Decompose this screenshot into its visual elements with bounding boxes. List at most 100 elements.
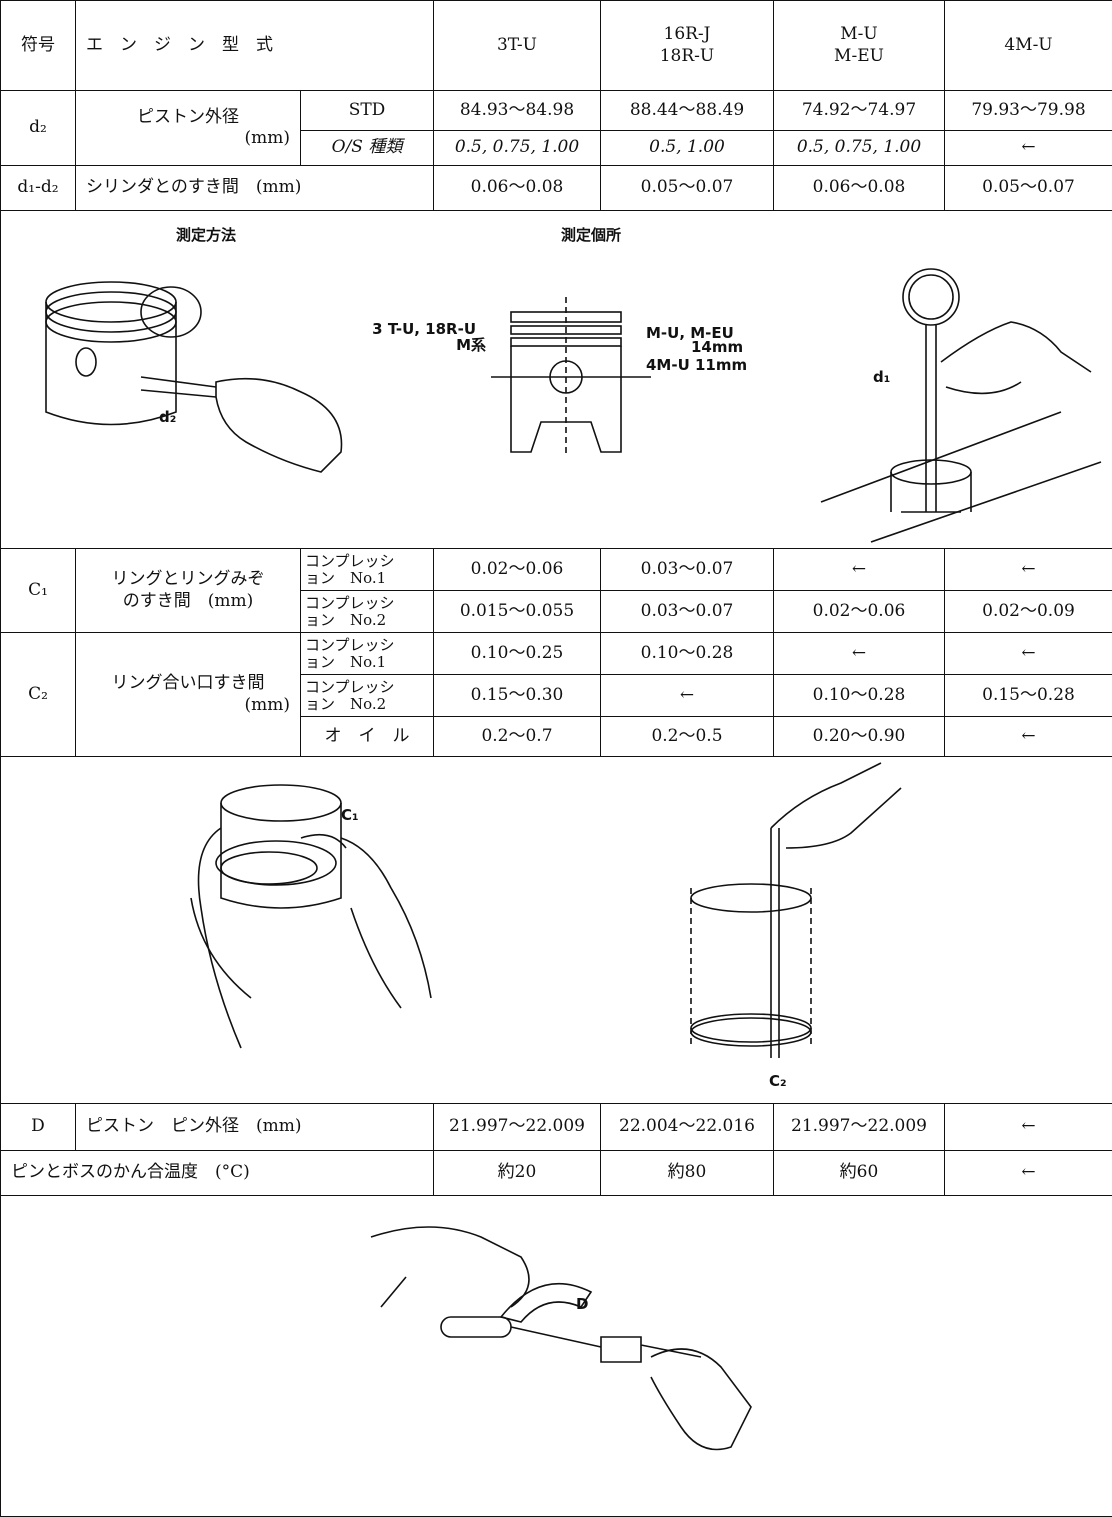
drawing-part	[651, 1349, 751, 1450]
symbol: C₂	[1, 633, 76, 757]
value-cell: 0.2〜0.7	[434, 717, 601, 757]
text-line: M-U	[774, 24, 944, 45]
figure-label: D	[576, 1295, 588, 1313]
value-cell: 約20	[434, 1151, 601, 1196]
value-cell: 0.20〜0.90	[774, 717, 945, 757]
symbol: d₂	[1, 91, 76, 166]
header-model: 4M-U	[945, 1, 1112, 91]
drawing-part	[821, 412, 1101, 542]
value-cell: 21.997〜22.009	[434, 1104, 601, 1151]
text-line: コンプレッシ	[305, 595, 433, 612]
text-line: リングとリングみぞ	[76, 569, 300, 590]
table-row: D	[1, 1196, 1112, 1517]
figure-label: C₁	[341, 806, 359, 824]
figure-label: d₁	[873, 368, 890, 386]
value-cell: 0.03〜0.07	[601, 591, 774, 633]
sub-label: コンプレッション No.2	[301, 675, 434, 717]
text-line: コンプレッシ	[305, 679, 433, 696]
micrometer-drawing	[371, 1227, 751, 1450]
value-cell: 0.10〜0.28	[774, 675, 945, 717]
value-cell: ←	[774, 633, 945, 675]
value-cell: 0.02〜0.06	[434, 549, 601, 591]
value-cell: 0.05〜0.07	[945, 166, 1112, 211]
text-line: 18R-U	[601, 46, 773, 67]
header-model: 3T-U	[434, 1, 601, 91]
drawing-part	[909, 275, 953, 319]
value-cell: 0.05〜0.07	[601, 166, 774, 211]
value-cell: ←	[945, 131, 1112, 166]
value-cell: 21.997〜22.009	[774, 1104, 945, 1151]
drawing-part	[46, 292, 176, 332]
figure-cell: C₁ C₂	[1, 757, 1112, 1104]
figure-cell: D	[1, 1196, 1112, 1517]
sub-label: オ イ ル	[301, 717, 434, 757]
value-cell: ←	[945, 549, 1112, 591]
figure-label: 14mm	[691, 338, 743, 356]
value-cell: 0.02〜0.09	[945, 591, 1112, 633]
value-cell: 0.15〜0.28	[945, 675, 1112, 717]
value-cell: 0.5, 0.75, 1.00	[434, 131, 601, 166]
text-line: コンプレッシ	[305, 637, 433, 654]
text-line: ョン No.2	[305, 696, 433, 713]
text-line: 3T-U	[434, 35, 600, 56]
figure-title: 測定個所	[561, 226, 621, 244]
drawing-part	[221, 852, 317, 884]
drawing-part	[216, 378, 342, 471]
value-cell: ←	[945, 1104, 1112, 1151]
text-line: ョン No.2	[305, 612, 433, 629]
value-cell: ←	[945, 717, 1112, 757]
value-cell: 0.015〜0.055	[434, 591, 601, 633]
drawing-part	[441, 1317, 511, 1337]
value-cell: 0.15〜0.30	[434, 675, 601, 717]
header-engine-type: エ ン ジ ン 型 式	[76, 1, 434, 91]
rings-figure: C₁ C₂	[1, 758, 1111, 1103]
sub-label: コンプレッション No.2	[301, 591, 434, 633]
value-cell: ←	[601, 675, 774, 717]
figure-label: d₂	[159, 408, 176, 426]
value-cell: 約80	[601, 1151, 774, 1196]
drawing-part	[903, 269, 959, 325]
value-cell: 74.92〜74.97	[774, 91, 945, 131]
table-row: C₂ リング合い口すき間(mm) コンプレッション No.1 0.10〜0.25…	[1, 633, 1112, 675]
value-cell: 0.2〜0.5	[601, 717, 774, 757]
figure-label: 4M-U 11mm	[646, 356, 747, 374]
text-line: のすき間 (mm)	[76, 591, 300, 612]
value-cell: ←	[774, 549, 945, 591]
drawing-part	[191, 898, 401, 1008]
sub-label: コンプレッション No.1	[301, 633, 434, 675]
figure-title: 測定方法	[176, 226, 236, 244]
value-cell: 0.02〜0.06	[774, 591, 945, 633]
item: ピストン外径(mm)	[76, 91, 301, 166]
text-line: リング合い口すき間	[76, 673, 300, 694]
measurement-figure: 測定方法 測定個所 d₂ 3 T-U, 18R-U M系 M-U, M-EU 1…	[1, 212, 1111, 548]
text-line: ョン No.1	[305, 570, 433, 587]
drawing-part	[941, 322, 1091, 393]
value-cell: ←	[945, 1151, 1112, 1196]
text-line: コンプレッシ	[305, 553, 433, 570]
drawing-part	[771, 763, 901, 848]
figure-cell: 測定方法 測定個所 d₂ 3 T-U, 18R-U M系 M-U, M-EU 1…	[1, 211, 1112, 549]
item: ピストン ピン外径 (mm)	[76, 1104, 434, 1151]
item: ピンとボスのかん合温度 (°C)	[1, 1151, 434, 1196]
value-cell: 0.03〜0.07	[601, 549, 774, 591]
symbol: C₁	[1, 549, 76, 633]
text-line: (mm)	[76, 695, 300, 716]
item: シリンダとのすき間 (mm)	[76, 166, 434, 211]
value-cell: 88.44〜88.49	[601, 91, 774, 131]
sub-label: O/S 種類	[301, 131, 434, 166]
drawing-part	[76, 348, 96, 376]
item: リングとリングみぞのすき間 (mm)	[76, 549, 301, 633]
drawing-part	[371, 1227, 529, 1307]
value-cell: 0.10〜0.28	[601, 633, 774, 675]
figure-label: M系	[456, 336, 486, 354]
